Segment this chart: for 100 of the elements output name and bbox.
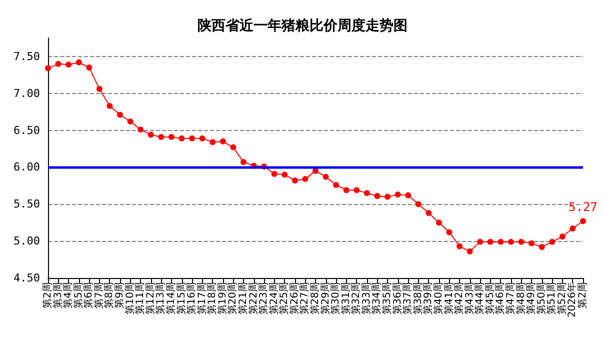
point — [456, 243, 463, 250]
x-tick-label: 第4周 — [62, 282, 74, 308]
point — [138, 126, 144, 133]
point — [86, 64, 92, 71]
x-tick-label: 第23周 — [258, 282, 270, 315]
x-tick-label: 第37周 — [402, 282, 414, 315]
point — [230, 144, 236, 150]
x-tick-label: 第16周 — [186, 282, 198, 315]
point — [240, 159, 246, 166]
x-tick-label: 第12周 — [144, 282, 156, 315]
x-tick-label: 第45周 — [484, 282, 496, 315]
x-tick-label: 第5周 — [72, 282, 84, 308]
x-tick-label: 第36周 — [391, 282, 404, 315]
point — [189, 135, 196, 142]
point — [487, 238, 494, 245]
point — [559, 234, 566, 240]
x-tick-label: 第43周 — [463, 282, 476, 315]
y-tick-label: 6.50 — [14, 124, 40, 137]
data-label: 5.27 — [568, 200, 598, 214]
point — [466, 248, 473, 254]
chart-title: 陕西省近一年猪粮比价周度走势图 — [198, 17, 408, 34]
point — [168, 134, 174, 140]
x-tick-label: 第17周 — [196, 282, 208, 315]
point — [127, 118, 134, 124]
point — [106, 102, 113, 109]
point — [333, 182, 340, 188]
x-tick-label: 第51周 — [546, 282, 558, 315]
y-tick-label: 6.00 — [14, 160, 40, 174]
x-tick-label: 第49周 — [525, 282, 538, 315]
y-tick-label: 7.00 — [14, 86, 40, 100]
x-tick-label: 第7周 — [92, 282, 105, 308]
point — [199, 135, 206, 142]
x-tick-label: 第11周 — [134, 282, 146, 315]
x-tick-label: 第52周 — [556, 282, 568, 315]
x-tick-label: 第13周 — [154, 282, 167, 315]
point — [384, 194, 391, 200]
point — [158, 134, 164, 140]
x-tick-label: 第41周 — [442, 282, 455, 315]
x-tick-label: 第10周 — [124, 282, 136, 315]
x-tick-label: 第29周 — [319, 282, 332, 315]
point — [508, 238, 514, 245]
point — [148, 132, 154, 138]
x-tick-label: 2026年 — [566, 282, 578, 318]
x-tick-label: 第18周 — [206, 282, 218, 315]
x-tick-label: 第26周 — [288, 282, 300, 315]
x-tick-label: 第28周 — [309, 282, 321, 315]
x-tick-label: 第14周 — [164, 282, 177, 315]
point — [322, 174, 329, 180]
y-tick-label: 5.50 — [14, 198, 40, 211]
point — [271, 170, 278, 177]
x-tick-label: 第32周 — [350, 282, 362, 315]
point — [394, 192, 401, 198]
x-tick-label: 第31周 — [340, 282, 352, 315]
x-tick-label: 第25周 — [278, 282, 290, 315]
point — [66, 62, 72, 68]
point — [76, 59, 82, 66]
x-tick-label: 第33周 — [360, 282, 372, 315]
point — [446, 229, 452, 236]
x-tick-label: 第34周 — [370, 282, 383, 315]
x-tick-label: 第20周 — [226, 282, 239, 315]
x-tick-label: 第39周 — [422, 282, 434, 315]
x-tick-label: 第22周 — [247, 282, 260, 315]
point — [498, 238, 504, 245]
y-tick-label: 4.50 — [14, 272, 40, 284]
point — [45, 65, 51, 72]
x-tick-label: 第42周 — [453, 282, 466, 315]
point — [220, 138, 226, 144]
x-tick-label: 第38周 — [412, 282, 424, 315]
x-tick-label: 第2周 — [576, 282, 588, 308]
point — [96, 86, 102, 92]
point — [354, 187, 360, 194]
point — [282, 172, 288, 178]
x-tick-label: 第2周 — [42, 282, 54, 308]
point — [549, 238, 556, 245]
point — [302, 176, 308, 182]
point — [426, 210, 432, 216]
point — [117, 112, 124, 118]
point — [477, 238, 484, 245]
x-tick-label: 第15周 — [175, 282, 188, 315]
point — [518, 238, 524, 245]
point — [343, 187, 350, 194]
x-tick-label: 第24周 — [268, 282, 280, 315]
point — [528, 240, 535, 246]
x-tick-label: 第30周 — [330, 282, 342, 315]
x-tick-label: 第27周 — [298, 282, 311, 315]
y-tick-label: 7.50 — [14, 50, 40, 63]
point — [405, 192, 412, 198]
x-tick-label: 第8周 — [103, 282, 116, 308]
x-tick-label: 第50周 — [535, 282, 548, 315]
x-tick-label: 第6周 — [82, 282, 95, 308]
point — [210, 139, 216, 146]
point — [178, 135, 185, 142]
point — [580, 218, 586, 224]
x-tick-label: 第48周 — [514, 282, 527, 315]
point — [538, 244, 545, 250]
x-tick-label: 第44周 — [474, 282, 486, 315]
point — [292, 178, 298, 184]
x-tick-label: 第35周 — [381, 282, 394, 315]
point — [570, 226, 576, 232]
x-tick-label: 第47周 — [504, 282, 516, 315]
